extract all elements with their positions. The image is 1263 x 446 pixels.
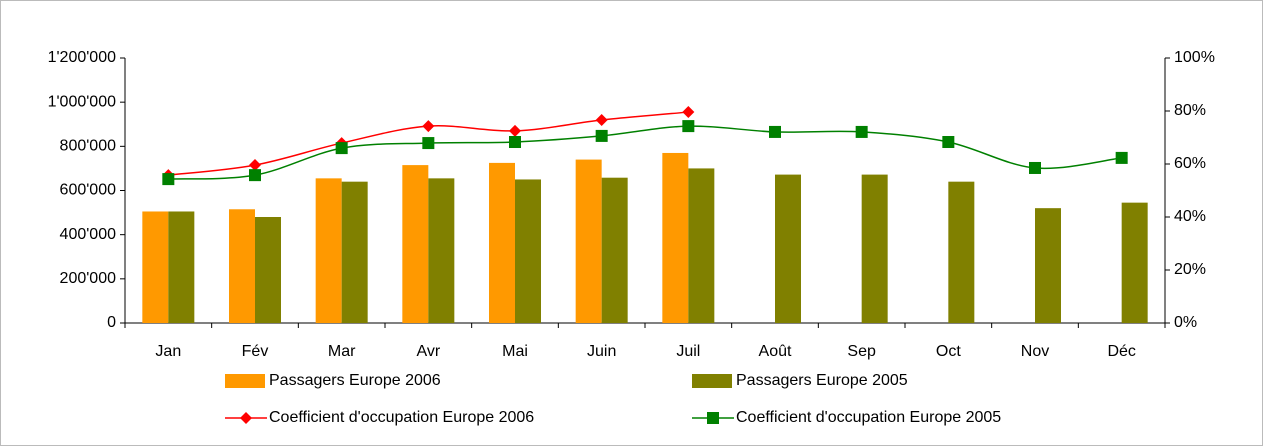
line-marker [682, 106, 695, 119]
bar [142, 211, 169, 323]
y-tick-label: 400'000 [60, 226, 117, 243]
line-marker [1115, 151, 1128, 164]
bar [515, 179, 541, 323]
bar [341, 181, 368, 323]
line-marker [1029, 161, 1041, 174]
y2-tick-label: 20% [1174, 261, 1206, 278]
bar [489, 162, 515, 323]
legend-marker [240, 412, 252, 424]
x-tick-label: Août [759, 343, 792, 360]
y2-tick-label: 60% [1174, 155, 1206, 172]
legend-label: Coefficient d'occupation Europe 2006 [269, 409, 534, 426]
bar [255, 217, 281, 323]
x-tick-label: Mar [328, 343, 356, 360]
legend-label: Passagers Europe 2006 [269, 372, 441, 389]
y2-tick-label: 100% [1174, 49, 1215, 66]
y-tick-label: 0 [107, 314, 116, 331]
x-tick-label: Déc [1107, 343, 1135, 360]
line-marker [509, 124, 521, 137]
bar [168, 211, 195, 323]
line-marker [422, 120, 435, 133]
legend-marker [707, 412, 719, 424]
bar [662, 152, 689, 323]
y-tick-label: 1'200'000 [48, 49, 117, 66]
x-tick-label: Juil [676, 343, 700, 360]
bar [229, 209, 255, 323]
legend-swatch [225, 374, 265, 388]
y-tick-label: 1'000'000 [48, 93, 117, 110]
y2-tick-label: 80% [1174, 102, 1206, 119]
x-tick-label: Juin [587, 343, 616, 360]
bar [861, 174, 888, 323]
y-tick-label: 600'000 [60, 182, 117, 199]
x-tick-label: Fév [242, 343, 269, 360]
line-marker [162, 173, 175, 186]
line-marker [942, 136, 955, 149]
line-marker [769, 125, 781, 138]
line-marker [249, 169, 261, 182]
bar [775, 174, 801, 323]
x-tick-label: Sep [847, 343, 876, 360]
line-marker [855, 125, 868, 138]
line-marker [249, 159, 261, 172]
y2-tick-label: 0% [1174, 314, 1197, 331]
line-marker [595, 114, 608, 127]
bar [402, 165, 429, 323]
x-tick-label: Oct [936, 343, 961, 360]
line-marker [682, 120, 695, 133]
x-tick-label: Avr [416, 343, 440, 360]
line-marker [422, 137, 435, 150]
y2-tick-label: 40% [1174, 208, 1206, 225]
y-tick-label: 800'000 [60, 138, 117, 155]
legend-label: Passagers Europe 2005 [736, 372, 908, 389]
x-tick-label: Jan [155, 343, 181, 360]
legend-label: Coefficient d'occupation Europe 2005 [736, 409, 1001, 426]
bar [688, 168, 715, 323]
bar [575, 159, 602, 323]
line-marker [595, 129, 608, 142]
bar [315, 178, 342, 323]
bar [601, 177, 628, 323]
bar [1035, 208, 1061, 323]
legend-swatch [692, 374, 732, 388]
x-tick-label: Nov [1021, 343, 1049, 360]
x-tick-label: Mai [502, 343, 528, 360]
y-tick-label: 200'000 [60, 270, 117, 287]
line-marker [335, 142, 348, 155]
line [168, 125, 1122, 180]
bar [1121, 202, 1148, 323]
bar [428, 178, 455, 323]
line-marker [509, 136, 521, 149]
bar [948, 181, 975, 323]
